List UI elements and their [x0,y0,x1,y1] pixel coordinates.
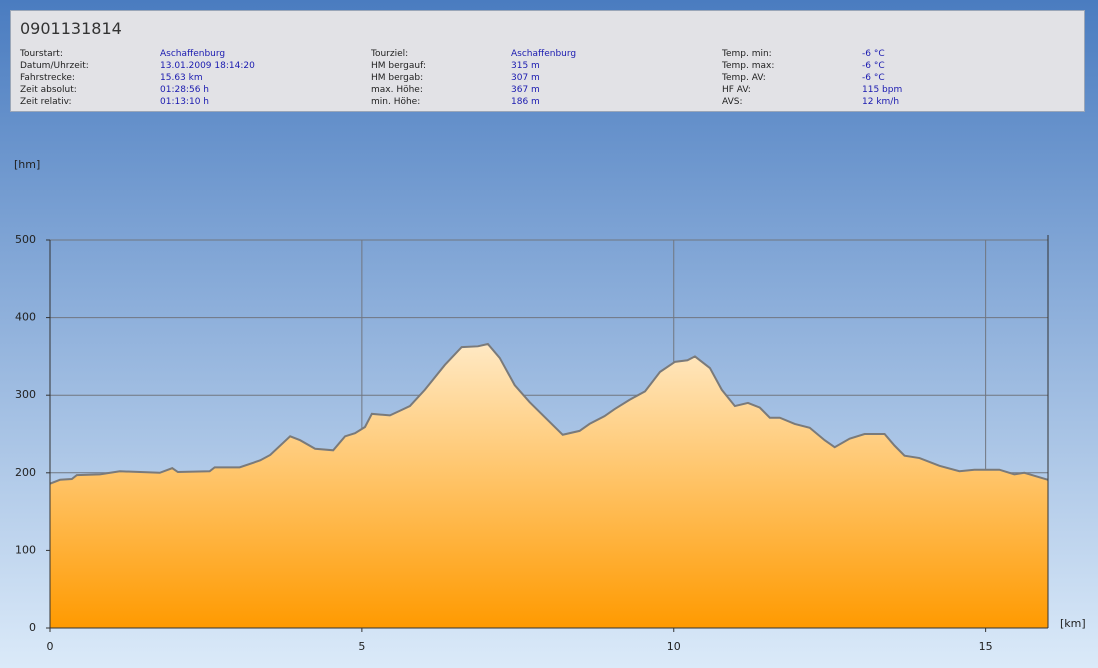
info-label: Datum/Uhrzeit: [20,61,89,71]
x-axis-label: [km] [1060,617,1086,630]
info-label: HM bergauf: [371,61,426,71]
line [49,342,1049,485]
info-value: 15.63 km [160,73,203,83]
x-tick-label: 10 [667,640,681,653]
info-label: Zeit relativ: [20,97,72,107]
info-label: Temp. max: [722,61,775,71]
info-value: 367 m [511,85,540,95]
info-label: Tourziel: [371,49,409,59]
info-value: Aschaffenburg [511,49,577,59]
info-label: Tourstart: [20,49,63,59]
info-value: -6 °C [862,49,885,59]
info-label: AVS: [722,97,743,107]
info-label: Temp. AV: [722,73,766,83]
info-panel: 0901131814 Tourstart: Aschaffenburg Datum/… [10,10,1085,112]
x-tick-label: 5 [358,640,365,653]
info-label: Temp. min: [722,49,772,59]
info-value: 315 m [511,61,540,71]
x-tick-label: 0 [47,640,54,653]
y-tick-label: 500 [15,233,36,246]
y-tick-label: 400 [15,311,36,324]
info-value: -6 °C [862,61,885,71]
area [50,343,1048,628]
x-tick-label: 15 [979,640,993,653]
y-tick-label: 300 [15,388,36,401]
info-label: Fahrstrecke: [20,73,75,83]
info-label: max. Höhe: [371,85,423,95]
info-value: -6 °C [862,73,885,83]
info-value: 307 m [511,73,540,83]
info-value: 12 km/h [862,97,900,107]
info-label: Zeit absolut: [20,85,77,95]
y-axis-label: [hm] [14,158,40,171]
info-value: 115 bpm [862,85,903,95]
info-value: 01:13:10 h [160,97,209,107]
info-value: Aschaffenburg [160,49,226,59]
info-value: 13.01.2009 18:14:20 [160,61,255,71]
info-label: min. Höhe: [371,97,421,107]
title: 0901131814 [20,19,122,38]
y-tick-label: 200 [15,466,36,479]
info-value: 186 m [511,97,540,107]
info-label: HF AV: [722,85,751,95]
y-tick-label: 0 [29,621,36,634]
info-value: 01:28:56 h [160,85,209,95]
info-label: HM bergab: [371,73,424,83]
y-tick-label: 100 [15,543,36,556]
